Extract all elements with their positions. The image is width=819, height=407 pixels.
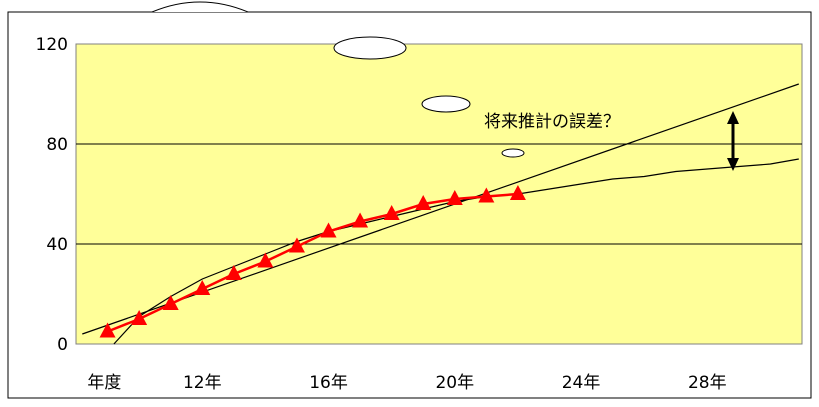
x-tick-label: 12年 [183, 373, 222, 393]
speech-bubble-large [333, 36, 407, 60]
triangle-marker [446, 190, 463, 205]
actual-values-line [107, 192, 518, 333]
y-tick-label: 120 [36, 35, 68, 55]
top-ellipse-decoration [151, 1, 249, 13]
x-tick-label: 28年 [688, 373, 727, 393]
x-tick-label: 24年 [562, 373, 601, 393]
triangle-marker [131, 310, 148, 325]
x-tick-label: 20年 [435, 373, 474, 393]
triangle-marker [320, 222, 337, 238]
triangle-marker [415, 195, 432, 210]
error-annotation: 将来推計の誤差？ [484, 112, 620, 132]
triangle-marker [99, 322, 116, 338]
triangle-marker [288, 237, 305, 253]
y-tick-label: 40 [46, 235, 68, 255]
arrow-up-head [727, 111, 739, 124]
plot-area [75, 43, 803, 345]
triangle-marker [383, 205, 400, 220]
speech-bubble-small [501, 148, 525, 158]
y-tick-label: 0 [57, 335, 68, 355]
arrow-down-head [727, 158, 739, 171]
x-tick-label: 16年 [309, 373, 348, 393]
triangle-marker [352, 212, 369, 228]
triangle-marker [194, 280, 211, 295]
triangle-marker [225, 265, 242, 280]
triangle-marker [162, 295, 179, 310]
triangle-marker [478, 187, 495, 203]
triangle-marker [257, 252, 274, 268]
x-tick-label: 年度 [87, 373, 121, 393]
triangle-marker [509, 185, 526, 200]
speech-bubble-medium [421, 95, 471, 113]
y-tick-label: 80 [46, 135, 68, 155]
error-double-arrow [727, 111, 739, 171]
